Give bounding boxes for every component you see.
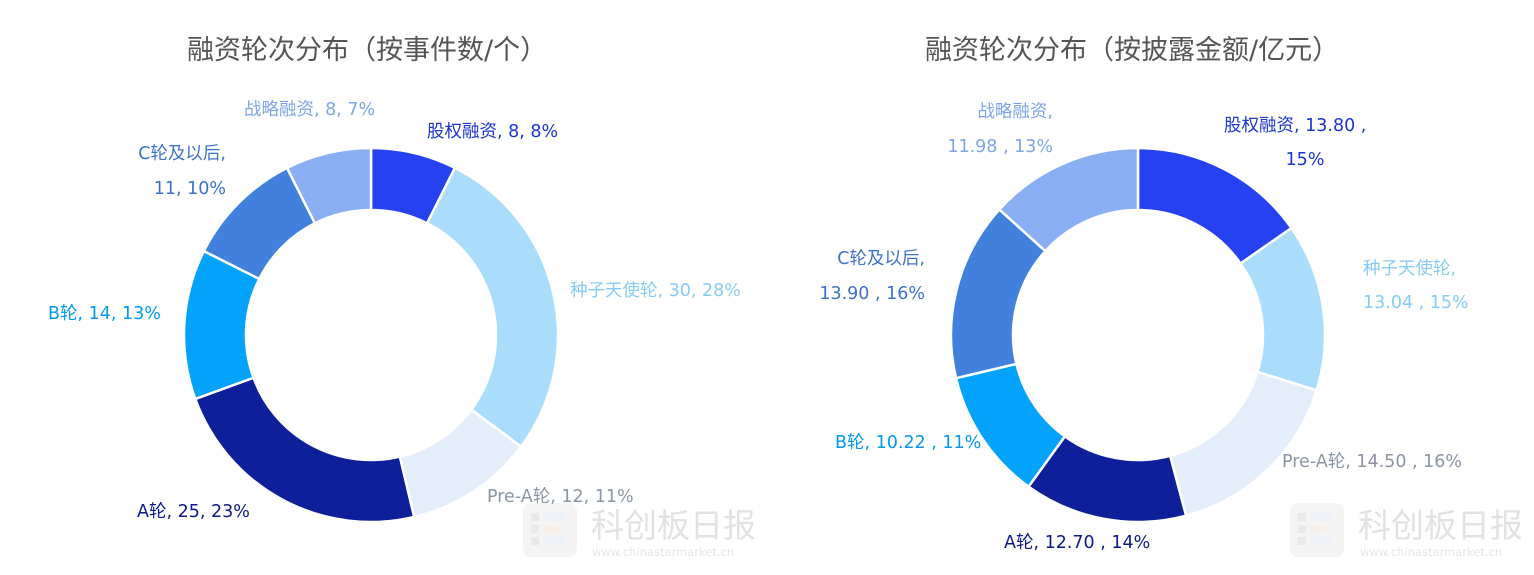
- data-label-b-round: B轮, 10.22 , 11%: [835, 433, 981, 453]
- watermark-text: 科创板日报: [1358, 506, 1523, 545]
- data-label-b-round: B轮, 14, 13%: [48, 304, 161, 324]
- data-label-c-and-later: C轮及以后,: [837, 249, 925, 269]
- data-label-strategic: 战略融资,: [977, 102, 1053, 122]
- watermark-logo-icon: [523, 503, 577, 557]
- watermark-logo-icon: [1290, 503, 1344, 557]
- slice-seed-angel[interactable]: [425, 166, 560, 449]
- data-label-seed-angel: 种子天使轮, 30, 28%: [570, 280, 741, 301]
- data-label-strategic: 11.98 , 13%: [947, 137, 1053, 157]
- slice-a-round[interactable]: [193, 376, 416, 524]
- donut-chart-amount: 股权融资, 13.80 , 15% 种子天使轮, 13.04 , 15% Pre-A轮,…: [819, 102, 1468, 553]
- data-label-a-round: A轮, 25, 23%: [137, 502, 250, 522]
- data-label-pre-a: Pre-A轮, 14.50 , 16%: [1282, 452, 1462, 472]
- data-label-c-and-later: 13.90 , 16%: [819, 284, 925, 304]
- donut-chart-events: 股权融资, 8, 8% 种子天使轮, 30, 28% Pre-A轮, 12, 11%…: [48, 100, 741, 524]
- slice-pre-a[interactable]: [1168, 370, 1319, 518]
- chart-title-events: 融资轮次分布（按事件数/个）: [187, 35, 548, 66]
- data-label-seed-angel: 13.04 , 15%: [1363, 293, 1469, 313]
- watermark-left: 科创板日报 www.chinastarmarket.cn: [523, 503, 756, 559]
- data-label-pre-a: Pre-A轮, 12, 11%: [487, 487, 634, 507]
- slice-strategic[interactable]: [285, 146, 373, 225]
- watermark-text: 科创板日报: [591, 506, 756, 545]
- data-label-equity: 股权融资, 8, 8%: [427, 122, 558, 142]
- chart-title-amount: 融资轮次分布（按披露金额/亿元）: [925, 35, 1340, 66]
- data-label-c-and-later: 11, 10%: [154, 179, 226, 199]
- data-label-strategic: 战略融资, 8, 7%: [244, 100, 375, 120]
- data-label-equity: 股权融资, 13.80 ,: [1224, 116, 1366, 136]
- data-label-a-round: A轮, 12.70 , 14%: [1004, 533, 1150, 553]
- data-label-seed-angel: 种子天使轮,: [1363, 258, 1456, 279]
- watermark-url: www.chinastarmarket.cn: [1360, 545, 1502, 559]
- slice-strategic[interactable]: [997, 146, 1140, 253]
- watermark-right: 科创板日报 www.chinastarmarket.cn: [1290, 503, 1523, 559]
- data-label-equity: 15%: [1286, 150, 1325, 170]
- data-label-c-and-later: C轮及以后,: [138, 144, 226, 164]
- watermark-url: www.chinastarmarket.cn: [592, 545, 734, 559]
